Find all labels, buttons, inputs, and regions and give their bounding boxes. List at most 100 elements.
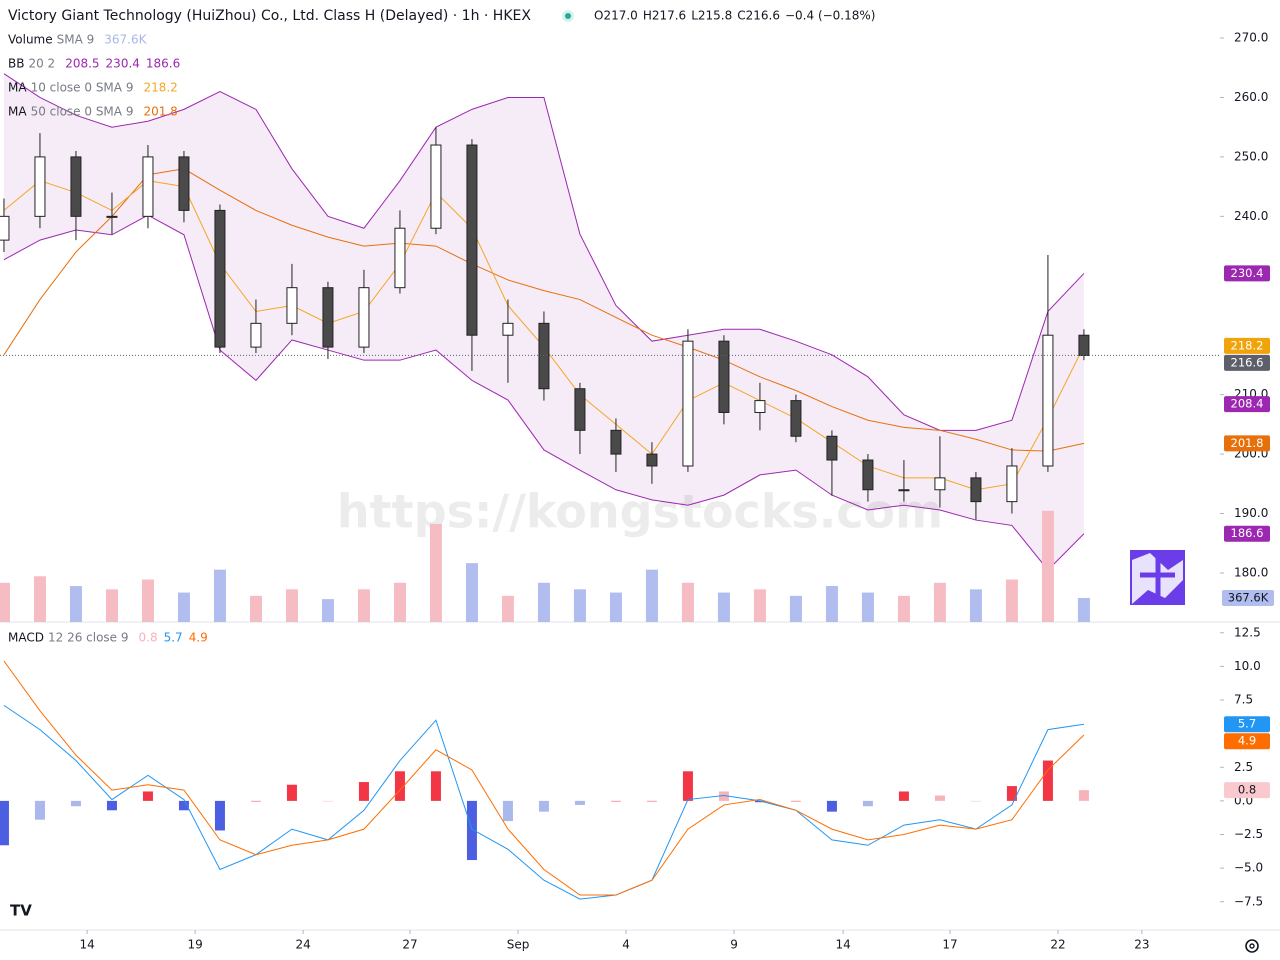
volume-bar <box>897 595 910 622</box>
x-tick-label: 17 <box>942 938 957 952</box>
volume-bar <box>573 589 586 622</box>
macd-histogram-bar <box>394 771 405 801</box>
legend-name: MA <box>8 81 27 95</box>
macd-line <box>3 704 1084 900</box>
macd-histogram-bar <box>610 800 621 802</box>
legend-name: Volume <box>8 33 53 47</box>
price-tag <box>1224 354 1270 371</box>
candle-body <box>70 156 82 217</box>
x-tick-label: 22 <box>1050 938 1065 952</box>
macd-histogram-bar <box>1042 760 1053 801</box>
price-tag-label: 201.8 <box>1231 436 1264 450</box>
candle-body <box>610 429 622 455</box>
ohlc-readout: L215.8 <box>691 9 732 23</box>
volume-bar <box>1005 579 1018 622</box>
macd-histogram-bar <box>538 800 549 812</box>
macd-histogram-bar <box>502 800 513 822</box>
x-tick-label: Sep <box>507 938 530 952</box>
x-tick-label: 27 <box>402 938 417 952</box>
macd-histogram-bar <box>754 800 765 803</box>
volume-bar <box>357 589 370 622</box>
macd-y-tick-label: 12.5 <box>1234 625 1261 639</box>
volume-bar <box>1041 510 1054 622</box>
price-tag-label: 186.6 <box>1231 526 1264 540</box>
candle-body <box>538 322 550 390</box>
volume-bar <box>681 582 694 622</box>
macd-histogram-bar <box>250 800 261 802</box>
legend-value: 230.4 <box>106 57 140 71</box>
x-tick-label: 23 <box>1134 938 1149 952</box>
candle-body <box>898 489 910 492</box>
legend-name: MA <box>8 105 27 119</box>
candle-body <box>862 459 874 491</box>
macd-y-tick-label: −2.5 <box>1234 827 1263 841</box>
macd-y-tick-label: 2.5 <box>1234 760 1253 774</box>
macd-histogram-bar <box>682 771 693 801</box>
macd-histogram-bar <box>106 800 117 811</box>
signal-line <box>3 660 1085 896</box>
volume-bar <box>933 582 946 622</box>
macd-y-tick-label: −5.0 <box>1234 861 1263 875</box>
macd-histogram-bar <box>70 800 81 807</box>
y-tick-label: 270.0 <box>1234 31 1268 45</box>
volume-tag <box>1222 589 1274 606</box>
candle-body <box>646 453 658 467</box>
candle-body <box>754 400 766 413</box>
candle-body <box>250 322 262 348</box>
price-tag-label: 0.8 <box>1238 783 1256 797</box>
macd-histogram-bar <box>214 800 225 831</box>
x-tick-label: 19 <box>187 938 202 952</box>
volume-bar <box>537 582 550 622</box>
tradingview-logo[interactable]: 𝗧𝗩 <box>10 902 32 920</box>
volume-bar <box>717 592 730 622</box>
volume-bar <box>969 589 982 622</box>
macd-histogram-bar <box>646 800 657 802</box>
bb-lower <box>3 214 1085 571</box>
settings-icon[interactable] <box>1245 939 1259 953</box>
macd-histogram-bar <box>178 800 189 811</box>
candle-body <box>286 287 298 324</box>
price-tag <box>1224 782 1270 799</box>
y-tick-label: 250.0 <box>1234 149 1268 163</box>
legend-value: 367.6K <box>104 33 147 47</box>
ohlc-readout: H217.6 <box>643 9 686 23</box>
candle-body <box>970 477 982 503</box>
volume-bar <box>789 595 802 622</box>
ohlc-readout: −0.4 (−0.18%) <box>785 9 876 23</box>
price-tag-label: 218.2 <box>1231 338 1264 352</box>
price-tag-label: 230.4 <box>1231 266 1264 280</box>
legend-value: 186.6 <box>146 57 180 71</box>
price-tag <box>1224 435 1270 452</box>
x-tick-label: 14 <box>835 938 850 952</box>
price-tag <box>1224 716 1270 733</box>
candle-body <box>358 287 370 348</box>
macd-y-tick-label: −7.5 <box>1234 894 1263 908</box>
volume-bar <box>105 589 118 622</box>
volume-bar <box>465 563 478 622</box>
macd-histogram-bar <box>286 784 297 801</box>
legend-name: BB <box>8 57 24 71</box>
macd-histogram-bar <box>430 771 441 801</box>
price-tag <box>1224 337 1270 354</box>
volume-bar <box>249 595 262 622</box>
macd-y-tick-label: 7.5 <box>1234 693 1253 707</box>
price-tag-label: 4.9 <box>1238 734 1256 748</box>
x-tick-label: 9 <box>730 938 738 952</box>
volume-bar <box>285 589 298 622</box>
macd-histogram-bar <box>826 800 837 812</box>
legend-name: MACD <box>8 631 44 645</box>
volume-bar <box>141 579 154 622</box>
candle-body <box>34 156 46 217</box>
legend-params: 20 2 <box>28 57 55 71</box>
candle-body <box>790 400 802 437</box>
macd-histogram-bar <box>142 791 153 801</box>
x-tick-label: 4 <box>622 938 630 952</box>
price-tag-label: 216.6 <box>1231 355 1264 369</box>
legend-value: 218.2 <box>143 81 177 95</box>
macd-histogram-bar <box>0 800 9 846</box>
volume-bar <box>501 595 514 622</box>
macd-histogram-bar <box>862 800 873 807</box>
macd-histogram-bar <box>718 791 729 801</box>
